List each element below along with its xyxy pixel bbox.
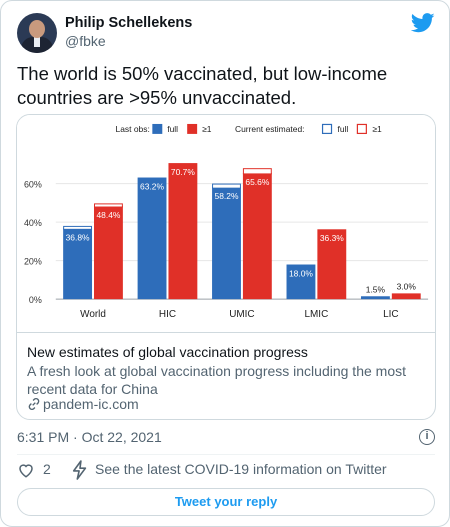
y-tick-label: 40% bbox=[24, 218, 42, 228]
data-label: 1.5% bbox=[366, 284, 386, 294]
data-label: 70.7% bbox=[171, 167, 195, 177]
divider bbox=[17, 454, 435, 455]
legend-one-swatch bbox=[187, 123, 198, 134]
y-tick-label: 60% bbox=[24, 180, 42, 190]
data-label: 18.0% bbox=[289, 268, 313, 278]
data-label: 63.2% bbox=[140, 181, 164, 191]
bar-≥1-world bbox=[94, 206, 123, 300]
data-label: 65.6% bbox=[245, 177, 269, 187]
link-card[interactable]: 0% 20% 40% 60% Last obs: full ≥1 Current estima… bbox=[16, 114, 436, 420]
link-icon bbox=[28, 398, 40, 410]
twitter-bird-icon[interactable] bbox=[411, 13, 435, 33]
data-label: 48.4% bbox=[96, 210, 120, 220]
estimate-≥1-umic bbox=[242, 168, 272, 175]
bar-≥1-lmic bbox=[317, 229, 347, 300]
bar-full-umic bbox=[212, 187, 241, 300]
estimate-≥1-world bbox=[94, 203, 123, 208]
bar-full-hic bbox=[137, 177, 167, 300]
estimate-full-umic bbox=[212, 183, 241, 189]
tweet-reply-button[interactable]: Tweet your reply bbox=[17, 488, 435, 516]
bar-≥1-lic bbox=[391, 293, 421, 300]
info-icon[interactable]: i bbox=[419, 429, 435, 445]
legend-current-label: Current estimated: bbox=[235, 124, 305, 134]
bar-full-world bbox=[63, 228, 93, 300]
data-label: 36.8% bbox=[66, 232, 90, 242]
bar-≥1-umic bbox=[242, 172, 272, 300]
timestamp[interactable]: 6:31 PM · Oct 22, 2021 bbox=[17, 429, 162, 445]
card-title[interactable]: New estimates of global vaccination prog… bbox=[27, 344, 308, 360]
card-description: A fresh look at global vaccination progr… bbox=[27, 363, 406, 397]
tweet-text: The world is 50% vaccinated, but low-inc… bbox=[17, 63, 388, 108]
heart-icon[interactable] bbox=[17, 461, 35, 479]
vaccination-chart: 0% 20% 40% 60% Last obs: full ≥1 Current estima… bbox=[17, 115, 435, 333]
y-tick-label: 0% bbox=[29, 295, 42, 305]
y-tick-label: 20% bbox=[24, 257, 42, 267]
x-tick-label: UMIC bbox=[229, 309, 254, 320]
bar-full-lic bbox=[360, 296, 390, 300]
x-tick-label: LMIC bbox=[305, 309, 329, 320]
data-label: 3.0% bbox=[397, 281, 417, 291]
bar-≥1-hic bbox=[168, 163, 198, 300]
x-tick-label: World bbox=[80, 309, 106, 320]
x-tick-label: HIC bbox=[159, 309, 176, 320]
estimate-full-world bbox=[63, 225, 93, 230]
legend-current-one-swatch bbox=[356, 123, 367, 135]
data-label: 36.3% bbox=[320, 233, 344, 243]
lightning-icon[interactable] bbox=[71, 460, 89, 480]
data-label: 58.2% bbox=[215, 191, 239, 201]
card-link-text: pandem-ic.com bbox=[43, 396, 139, 412]
legend-full-label: full bbox=[167, 124, 178, 134]
user-name[interactable]: Philip Schellekens bbox=[65, 15, 193, 31]
like-count[interactable]: 2 bbox=[43, 461, 51, 477]
legend-one-label: ≥1 bbox=[202, 124, 212, 134]
legend-full-swatch bbox=[152, 123, 163, 134]
x-tick-label: LIC bbox=[383, 309, 398, 320]
bar-full-lmic bbox=[286, 264, 316, 300]
legend-current-one-label: ≥1 bbox=[372, 124, 382, 134]
legend-current-full-label: full bbox=[337, 124, 348, 134]
avatar[interactable] bbox=[17, 13, 57, 53]
covid-info-link[interactable]: See the latest COVID-19 information on T… bbox=[95, 461, 387, 477]
legend-current-full-swatch bbox=[321, 123, 333, 135]
user-handle[interactable]: @fbke bbox=[65, 33, 106, 49]
legend-last-obs: Last obs: bbox=[116, 124, 150, 134]
card-link[interactable]: pandem-ic.com bbox=[27, 396, 139, 412]
